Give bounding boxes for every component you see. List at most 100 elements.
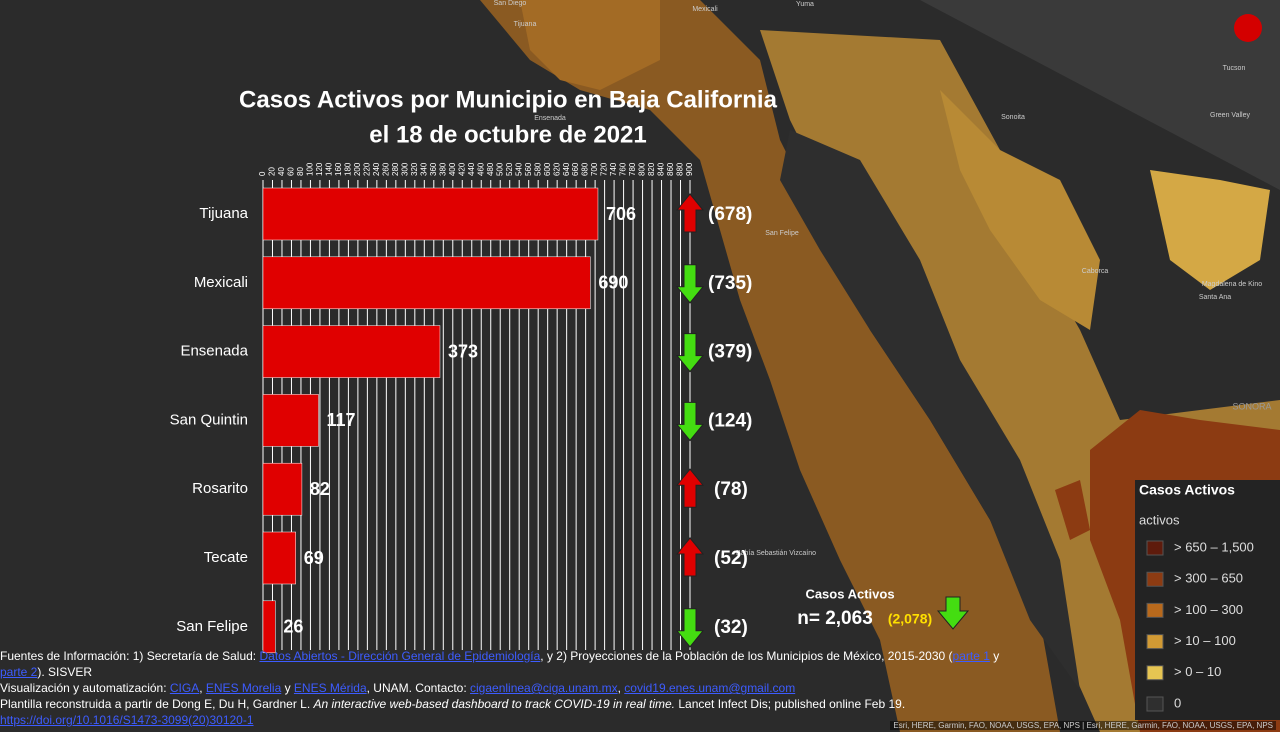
bar [262,325,441,378]
x-tick-label: 520 [505,162,514,176]
value-label: 690 [598,273,628,293]
x-tick-label: 220 [362,162,371,176]
total-arrow [936,596,970,630]
place-label: Mexicali [692,6,718,13]
legend-swatch [1146,696,1164,712]
x-tick-label: 180 [344,162,353,176]
footer-text: , [199,681,206,695]
x-tick-label: 840 [657,162,666,176]
value-label: 82 [310,479,330,499]
x-tick-label: 500 [495,162,504,176]
legend-swatch [1146,665,1164,681]
previous-value-label: (678) [708,204,752,225]
x-tick-label: 560 [524,162,533,176]
bar [262,531,296,585]
legend-label: > 10 – 100 [1174,633,1236,648]
x-tick-label: 340 [419,162,428,176]
legend-label: 0 [1174,695,1181,710]
x-tick-label: 80 [296,167,305,176]
usa [920,0,1280,190]
footer-link[interactable]: parte 1 [952,649,990,663]
value-label: 69 [304,548,324,568]
footer-link[interactable]: Datos Abiertos - Dirección General de Ep… [259,649,541,663]
x-tick-label: 780 [628,162,637,176]
place-label: SONORA [1232,401,1271,411]
footer-text: Visualización y automatización: [0,681,170,695]
x-tick-label: 580 [533,162,542,176]
place-label: Ensenada [534,115,566,122]
footer-link[interactable]: ENES Mérida [293,681,367,695]
place-label: Yuma [796,1,814,8]
y-tick-label: Rosarito [192,480,248,497]
y-tick-label: San Quintin [170,411,248,428]
footer-link[interactable]: CIGA [169,681,200,695]
footer-text: Fuentes de Información: 1) Secretaría de… [0,649,260,663]
x-tick-label: 720 [600,162,609,176]
x-tick-label: 620 [552,162,561,176]
x-tick-label: 660 [571,162,580,176]
bar [262,256,591,310]
y-tick-label: Tecate [204,549,248,566]
footer-link[interactable]: cigaenlinea@ciga.unam.mx [470,681,618,695]
chart-title: Casos Activos por Municipio en Baja Cali… [239,86,778,113]
footer-text: An interactive web-based dashboard to tr… [313,697,676,711]
x-tick-label: 760 [619,162,628,176]
bar [262,187,599,241]
place-label: Sonoita [1001,114,1025,121]
tijuana-region [520,0,660,90]
app-icon[interactable] [1234,14,1262,42]
previous-value-label: (379) [708,342,752,363]
arrow-down [675,401,705,442]
total-title: Casos Activos [805,586,894,601]
place-label: Tucson [1223,65,1246,72]
footer-link[interactable]: ENES Morelia [205,681,282,695]
x-tick-label: 100 [306,162,315,176]
legend-label: > 300 – 650 [1174,571,1243,586]
footer-line: Plantilla reconstruida a partir de Dong … [0,696,1000,728]
footer-text: y [989,649,1000,663]
footer-text: Plantilla reconstruida a partir de Dong … [0,697,314,711]
footer-link[interactable]: https://doi.org/10.1016/S1473-3099(20)30… [0,713,254,727]
bar [262,600,276,654]
value-label: 706 [606,204,636,224]
legend-swatch [1146,634,1164,650]
x-tick-label: 600 [543,162,552,176]
x-tick-label: 140 [325,162,334,176]
x-tick-label: 860 [666,162,675,176]
footer-text: , y 2) Proyecciones de la Población de l… [540,649,953,663]
x-tick-label: 160 [334,162,343,176]
footer-link[interactable]: covid19.enes.unam@gmail.com [624,681,796,695]
x-tick-label: 320 [410,162,419,176]
legend-title: Casos Activos [1139,482,1235,498]
x-tick-label: 420 [457,162,466,176]
x-tick-label: 20 [268,167,277,176]
y-tick-label: San Felipe [176,618,248,635]
place-label: Santa Ana [1199,294,1231,301]
x-tick-label: 240 [372,162,381,176]
footer-link[interactable]: parte 2 [0,665,38,679]
x-tick-label: 380 [438,162,447,176]
map-attribution: Esri, HERE, Garmin, FAO, NOAA, USGS, EPA… [890,721,1276,730]
arrow-up [675,468,705,508]
y-tick-label: Tijuana [199,205,248,222]
legend-label: > 0 – 10 [1174,664,1221,679]
island [1055,480,1090,540]
place-label: Tijuana [514,21,537,28]
place-label: Green Valley [1210,112,1250,119]
x-tick-label: 880 [676,162,685,176]
place-label: Caborca [1082,268,1109,275]
x-tick-label: 40 [277,167,286,176]
arrow-down [675,333,705,373]
x-tick-label: 680 [581,162,590,176]
x-tick-label: 0 [258,171,267,176]
legend-subtitle: activos [1139,512,1180,527]
x-tick-label: 360 [429,162,438,176]
footer-text: ). SISVER [37,665,93,679]
value-label: 373 [448,341,478,361]
arrow-down [675,264,705,304]
footer: Fuentes de Información: 1) Secretaría de… [0,648,1000,728]
legend-label: > 100 – 300 [1174,602,1243,617]
x-tick-label: 480 [486,162,495,176]
x-tick-label: 800 [638,162,647,176]
x-tick-label: 120 [315,162,324,176]
